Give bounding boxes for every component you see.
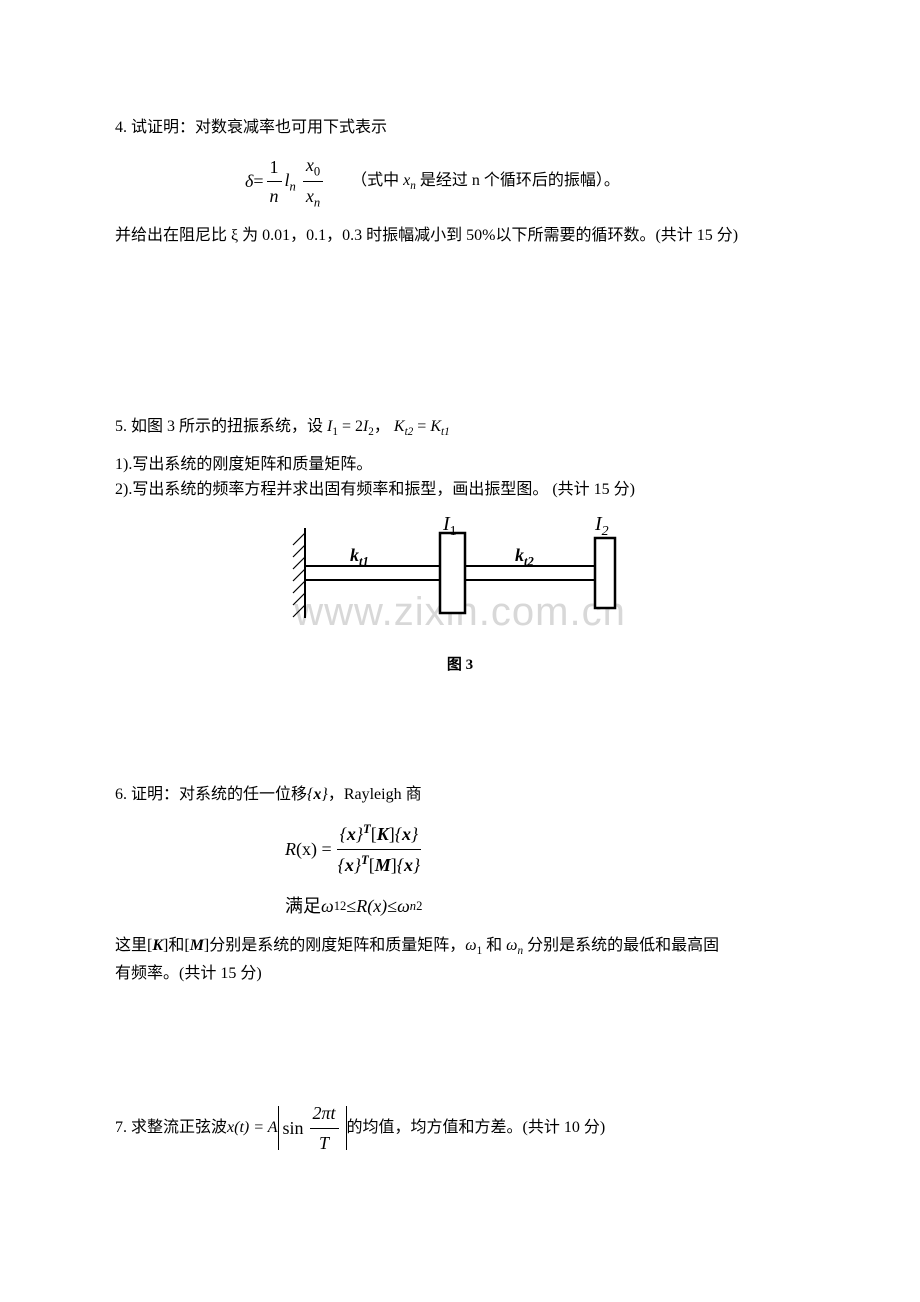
- abs-value: sin 2πt T: [278, 1106, 347, 1150]
- rayleigh-inequality: 满足 ω12 ≤ R(x) ≤ ωn2: [115, 892, 805, 921]
- figure-caption: 图 3: [115, 653, 805, 677]
- problem-6: 6. 证明：对系统的任一位移{x}，Rayleigh 商 R(x) = {x}T…: [115, 782, 805, 987]
- p6-line4: 有频率。(共计 15 分): [115, 961, 805, 987]
- problem-5: 5. 如图 3 所示的扭振系统，设 I1 = 2I2， Kt2 = Kt1 1)…: [115, 414, 805, 677]
- p7-line: 7. 求整流正弦波 x(t) = A sin 2πt T 的均值，均方值和方差。…: [115, 1106, 805, 1150]
- torsion-diagram: [275, 518, 645, 638]
- p5-q1: 1).写出系统的刚度矩阵和质量矩阵。: [115, 452, 805, 478]
- figure-3: I1 I2 kt1 kt2 图 3: [115, 518, 805, 677]
- p5-q2: 2).写出系统的频率方程并求出固有频率和振型，画出振型图。 (共计 15 分): [115, 477, 805, 503]
- p4-intro: 4. 试证明：对数衰减率也可用下式表示: [115, 115, 805, 141]
- p4-formula-note: （式中 xn 是经过 n 个循环后的振幅）。: [351, 168, 620, 196]
- p6-line3: 这里[K]和[M]分别是系统的刚度矩阵和质量矩阵，ω1 和 ωn 分别是系统的最…: [115, 933, 805, 961]
- p4-line2: 并给出在阻尼比 ξ 为 0.01，0.1，0.3 时振幅减小到 50%以下所需要…: [115, 223, 805, 249]
- problem-4: 4. 试证明：对数衰减率也可用下式表示 δ = 1 n ln x0 xn （式中…: [115, 115, 805, 249]
- p4-formula-line: δ = 1 n ln x0 xn （式中 xn 是经过 n 个循环后的振幅）。: [115, 151, 805, 213]
- ln-symbol: ln: [285, 166, 296, 197]
- delta-symbol: δ: [245, 167, 253, 196]
- frac-x0-xn: x0 xn: [303, 151, 323, 213]
- p5-intro: 5. 如图 3 所示的扭振系统，设 I1 = 2I2， Kt2 = Kt1: [115, 414, 805, 442]
- equals: =: [253, 167, 263, 196]
- frac-1-n: 1 n: [267, 153, 282, 212]
- problem-7: 7. 求整流正弦波 x(t) = A sin 2πt T 的均值，均方值和方差。…: [115, 1106, 805, 1150]
- p6-intro: 6. 证明：对系统的任一位移{x}，Rayleigh 商: [115, 782, 805, 808]
- rayleigh-formula: R(x) = {x}T[K]{x} {x}T[M]{x}: [115, 819, 805, 880]
